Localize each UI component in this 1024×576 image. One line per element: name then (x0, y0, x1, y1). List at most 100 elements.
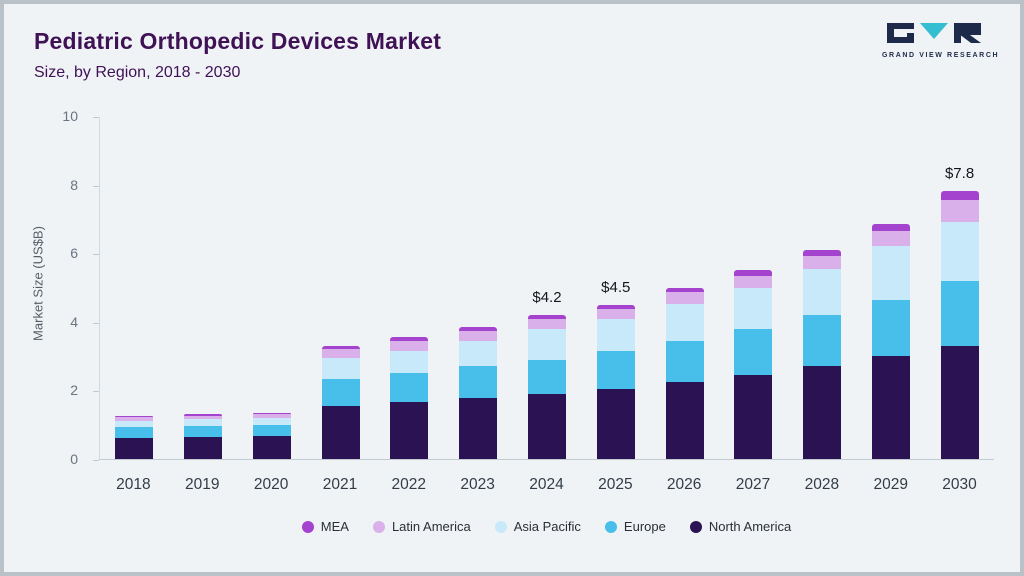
segment-mea (596, 304, 635, 309)
segment-asia-pacific (390, 350, 429, 374)
y-tick-label: 10 (62, 108, 78, 124)
segment-mea (803, 249, 842, 256)
segment-europe (252, 425, 291, 437)
x-tick-label: 2025 (598, 476, 633, 493)
gvr-logo-mark (887, 23, 981, 43)
segment-asia-pacific (527, 329, 566, 360)
bar-2021 (306, 117, 375, 459)
segment-latin-america (184, 416, 223, 420)
segment-mea (184, 414, 223, 417)
logo-text: GRAND VIEW RESEARCH (882, 52, 1000, 59)
segment-latin-america (871, 230, 910, 247)
segment-mea (665, 287, 704, 293)
segment-north-america (940, 345, 979, 459)
chart-title: Pediatric Orthopedic Devices Market (34, 28, 442, 54)
segment-asia-pacific (184, 419, 223, 427)
segment-latin-america (940, 200, 979, 222)
x-tick-label: 2023 (460, 476, 495, 493)
segment-mea (871, 224, 910, 231)
segment-europe (871, 299, 910, 357)
bar-2019 (169, 117, 238, 459)
y-tick-label: 2 (70, 382, 78, 399)
legend-item-latin-america: Latin America (372, 519, 471, 534)
legend-swatch (604, 520, 617, 533)
bar-2022 (375, 117, 444, 459)
segment-europe (734, 328, 773, 375)
legend-label: MEA (320, 519, 349, 534)
value-label: $7.8 (944, 165, 975, 183)
legend-swatch (689, 520, 702, 533)
segment-north-america (734, 375, 773, 459)
x-tick-label: 2029 (873, 476, 908, 493)
x-tick-label: 2018 (116, 476, 151, 493)
segment-asia-pacific (871, 246, 910, 300)
segment-latin-america (734, 275, 773, 289)
bar-2024: $4.2 (513, 117, 582, 459)
segment-europe (321, 379, 360, 406)
x-tick-label: 2030 (942, 476, 977, 493)
y-tick-mark (93, 391, 99, 393)
segment-north-america (596, 388, 635, 459)
legend-swatch (372, 520, 385, 533)
segment-mea (252, 412, 291, 415)
segment-asia-pacific (596, 319, 635, 352)
bar-2029 (856, 117, 925, 459)
segment-latin-america (390, 341, 429, 351)
y-tick-label: 6 (70, 245, 78, 262)
value-label: $4.2 (532, 288, 562, 306)
segment-latin-america (321, 349, 360, 359)
y-tick-mark (93, 322, 99, 324)
segment-mea (390, 337, 429, 342)
segment-north-america (803, 366, 842, 459)
legend-label: North America (708, 519, 792, 534)
y-tick-mark (93, 185, 99, 187)
x-tick-label: 2024 (529, 476, 564, 493)
segment-europe (459, 366, 498, 398)
segment-europe (184, 426, 223, 437)
segment-asia-pacific (665, 303, 704, 341)
segment-asia-pacific (803, 269, 842, 316)
x-axis: 2018 2019 2020 2021 2022 2023 2024 2025 2026 2027… (99, 476, 994, 494)
bar-2018 (100, 117, 169, 459)
segment-europe (527, 359, 566, 394)
segment-north-america (871, 356, 910, 459)
legend-label: Asia Pacific (513, 519, 581, 534)
segment-north-america (252, 436, 291, 459)
legend-item-europe: Europe (604, 519, 666, 534)
value-label: $4.5 (601, 278, 631, 296)
legend-item-asia-pacific: Asia Pacific (494, 519, 581, 534)
segment-mea (527, 314, 566, 320)
legend-swatch (301, 520, 314, 533)
x-tick-label: 2027 (735, 476, 771, 493)
plot-area: $4.2 $4.5 $7.8 (99, 117, 994, 460)
segment-north-america (665, 381, 704, 459)
legend: MEA Latin America Asia Pacific Europe North … (99, 519, 994, 534)
segment-europe (803, 315, 842, 367)
segment-north-america (527, 393, 566, 459)
y-tick-label: 8 (70, 176, 78, 193)
segment-asia-pacific (252, 417, 291, 426)
segment-north-america (184, 437, 223, 459)
legend-label: Europe (623, 519, 666, 534)
segment-mea (321, 345, 360, 350)
y-tick-mark (93, 460, 99, 461)
segment-asia-pacific (734, 288, 773, 329)
y-tick-mark (93, 117, 99, 118)
y-tick-label: 0 (70, 451, 78, 467)
legend-label: Latin America (391, 519, 471, 534)
segment-mea (940, 191, 979, 201)
y-tick-mark (93, 254, 99, 256)
gvr-logo: GRAND VIEW RESEARCH (882, 22, 1000, 59)
segment-asia-pacific (321, 358, 360, 380)
segment-asia-pacific (940, 221, 979, 281)
segment-north-america (321, 405, 360, 459)
segment-asia-pacific (459, 340, 498, 367)
segment-latin-america (665, 292, 704, 304)
bar-2025: $4.5 (581, 117, 650, 459)
bar-2020 (238, 117, 307, 459)
bar-2027 (719, 117, 788, 459)
chart-subtitle: Size, by Region, 2018 - 2030 (34, 64, 241, 81)
y-axis: 0 2 4 6 8 10 (38, 108, 88, 467)
segment-north-america (115, 437, 154, 459)
segment-mea (459, 326, 498, 332)
